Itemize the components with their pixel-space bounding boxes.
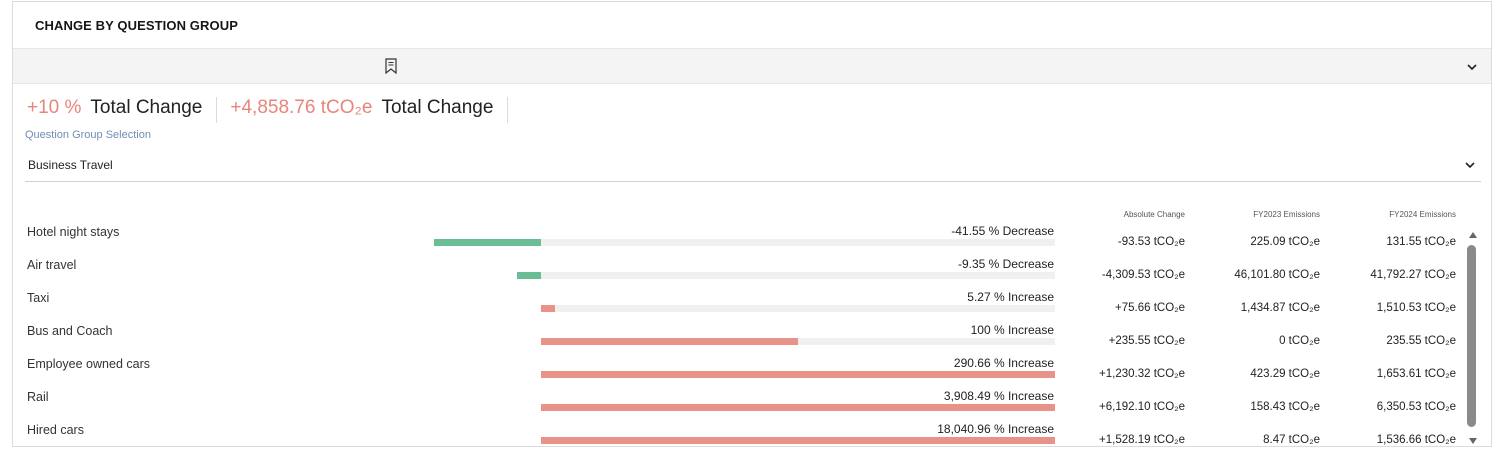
card-toolbar [13,48,1491,84]
row-bar-track [541,272,1055,279]
fy2023-emissions-cell: 225.09 tCO₂e [1250,236,1320,248]
fy2023-emissions-cell: 158.43 tCO₂e [1250,401,1320,413]
kpi-value: +10 % [27,97,82,118]
row-label: Air travel [27,258,77,272]
change-by-question-group-card: CHANGE BY QUESTION GROUP +10 % Total Cha… [12,1,1492,447]
decrease-bar [434,239,541,246]
row-label: Employee owned cars [27,357,150,371]
scrollbar-thumb[interactable] [1467,245,1476,427]
fy2023-emissions-cell: 0 tCO₂e [1279,335,1320,347]
row-bar-track [541,305,1055,312]
chevron-down-icon[interactable] [1465,60,1479,74]
kpi-label: Total Change [90,97,203,118]
absolute-change-cell: -93.53 tCO₂e [1117,236,1185,248]
row-label: Hotel night stays [27,225,120,239]
col-header-absolute-change: Absolute Change [1123,210,1185,219]
absolute-change-cell: +75.66 tCO₂e [1115,302,1185,314]
fy2024-emissions-cell: 41,792.27 tCO₂e [1370,269,1456,281]
fy2023-emissions-cell: 8.47 tCO₂e [1263,434,1320,446]
absolute-change-cell: +1,528.19 tCO₂e [1099,434,1185,446]
row-label: Bus and Coach [27,324,113,338]
question-group-label: Question Group Selection [25,129,151,141]
kpi-summary: +10 % Total Change +4,858.76 tCO₂e Total… [27,96,509,124]
row-label: Hired cars [27,423,84,437]
kpi-percent-change: +10 % Total Change [27,97,216,123]
scroll-down-arrow-icon[interactable] [1468,436,1478,446]
fy2024-emissions-cell: 6,350.53 tCO₂e [1376,401,1456,413]
row-label: Rail [27,390,49,404]
absolute-change-cell: +1,230.32 tCO₂e [1099,368,1185,380]
decrease-bar [516,272,541,279]
row-label: Taxi [27,291,50,305]
card-header: CHANGE BY QUESTION GROUP [13,2,1491,48]
increase-bar [541,338,798,345]
row-percent-label: 290.66 % Increase [953,356,1054,370]
kpi-label: Total Change [381,97,494,118]
question-group-value: Business Travel [28,158,113,172]
question-group-select[interactable]: Business Travel [25,150,1481,182]
absolute-change-cell: +6,192.10 tCO₂e [1099,401,1185,413]
row-percent-label: 18,040.96 % Increase [937,422,1054,436]
bookmark-icon[interactable] [385,58,397,74]
fy2024-emissions-cell: 1,510.53 tCO₂e [1376,302,1456,314]
fy2023-emissions-cell: 46,101.80 tCO₂e [1234,269,1320,281]
row-percent-label: -9.35 % Decrease [957,257,1054,271]
absolute-change-cell: +235.55 tCO₂e [1108,335,1185,347]
card-title: CHANGE BY QUESTION GROUP [35,18,238,33]
fy2024-emissions-cell: 235.55 tCO₂e [1386,335,1456,347]
fy2023-emissions-cell: 1,434.87 tCO₂e [1240,302,1320,314]
row-percent-label: 3,908.49 % Increase [943,389,1054,403]
absolute-change-cell: -4,309.53 tCO₂e [1101,269,1185,281]
scroll-up-arrow-icon[interactable] [1468,230,1478,240]
increase-bar [541,404,1055,411]
increase-bar [541,305,555,312]
kpi-absolute-change: +4,858.76 tCO₂e Total Change [216,97,509,123]
row-bar-track [541,338,1055,345]
kpi-value: +4,858.76 tCO₂e [230,97,373,118]
increase-bar [541,437,1055,444]
row-percent-label: 5.27 % Increase [967,290,1054,304]
fy2024-emissions-cell: 1,653.61 tCO₂e [1376,368,1456,380]
col-header-fy2023: FY2023 Emissions [1253,210,1320,219]
increase-bar [541,371,1055,378]
chevron-down-icon [1465,162,1475,169]
fy2023-emissions-cell: 423.29 tCO₂e [1250,368,1320,380]
row-percent-label: 100 % Increase [970,323,1054,337]
row-percent-label: -41.55 % Decrease [951,224,1054,238]
row-bar-track [541,239,1055,246]
fy2024-emissions-cell: 131.55 tCO₂e [1386,236,1456,248]
col-header-fy2024: FY2024 Emissions [1389,210,1456,219]
fy2024-emissions-cell: 1,536.66 tCO₂e [1376,434,1456,446]
